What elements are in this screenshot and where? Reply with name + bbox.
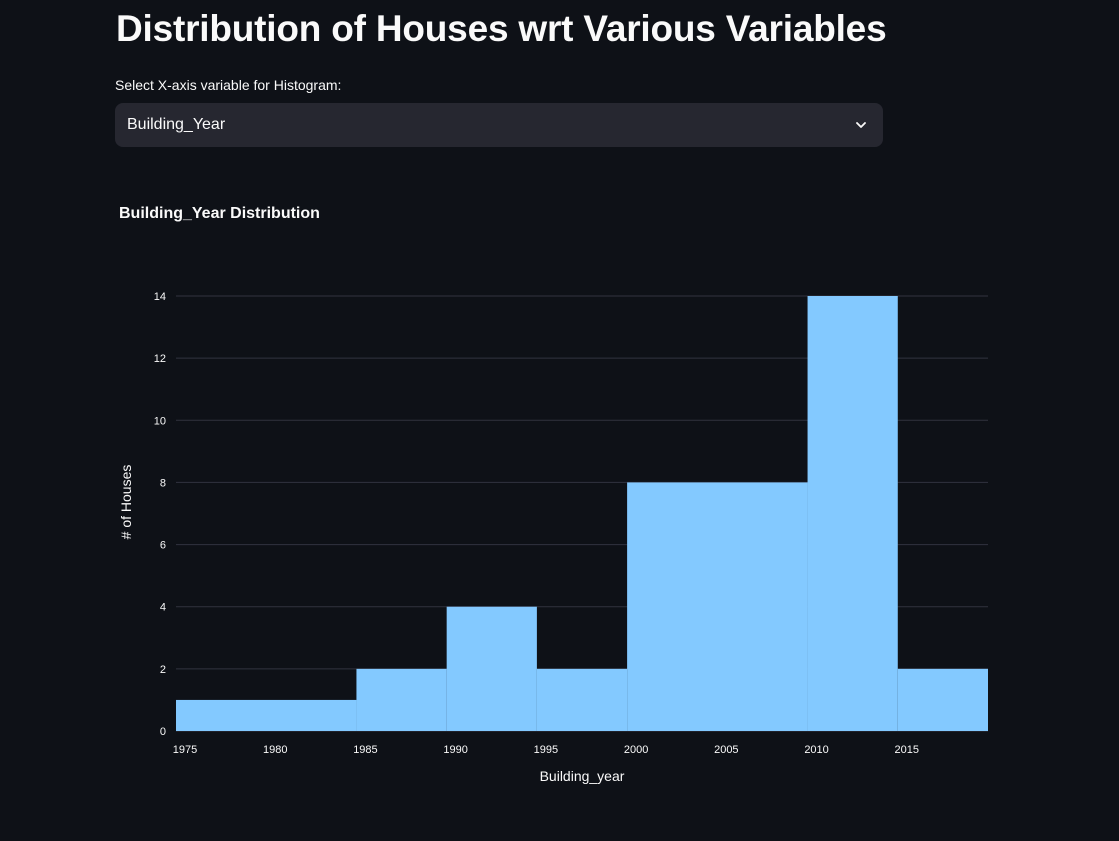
page-title: Distribution of Houses wrt Various Varia…	[116, 8, 887, 49]
histogram-bar[interactable]	[897, 668, 988, 731]
histogram-bar[interactable]	[536, 668, 628, 731]
y-tick-label: 4	[160, 602, 166, 614]
x-tick-label: 1980	[263, 744, 287, 756]
x-axis-ticks: 1975 1980 1985 1990 1995 2000 2005 2010 2015	[173, 744, 919, 756]
histogram-bar[interactable]	[356, 668, 447, 731]
bars	[176, 296, 988, 731]
y-tick-label: 2	[160, 664, 166, 676]
y-axis-title: # of Houses	[118, 465, 134, 540]
histogram-bar[interactable]	[176, 699, 357, 731]
y-axis-ticks: 0 2 4 6 8 10 12 14	[154, 291, 166, 738]
x-tick-label: 2005	[714, 744, 738, 756]
x-variable-select[interactable]: Building_Year	[115, 103, 883, 147]
x-tick-label: 1990	[443, 744, 467, 756]
histogram-bar[interactable]	[627, 482, 808, 731]
select-label: Select X-axis variable for Histogram:	[115, 77, 342, 93]
select-value: Building_Year	[127, 116, 226, 133]
y-tick-label: 12	[154, 353, 166, 365]
y-tick-label: 0	[160, 726, 166, 738]
y-tick-label: 8	[160, 477, 166, 489]
x-tick-label: 2010	[804, 744, 828, 756]
x-tick-label: 1975	[173, 744, 197, 756]
y-tick-label: 14	[154, 291, 166, 303]
x-tick-label: 1985	[353, 744, 377, 756]
x-axis-title: Building_year	[540, 768, 625, 784]
y-tick-label: 10	[154, 415, 166, 427]
x-tick-label: 1995	[534, 744, 558, 756]
x-tick-label: 2000	[624, 744, 648, 756]
histogram-bar[interactable]	[807, 296, 898, 731]
chevron-down-icon[interactable]	[853, 117, 869, 133]
x-tick-label: 2015	[895, 744, 919, 756]
chart-title: Building_Year Distribution	[119, 205, 320, 222]
histogram-bar[interactable]	[446, 606, 537, 731]
y-tick-label: 6	[160, 540, 166, 552]
